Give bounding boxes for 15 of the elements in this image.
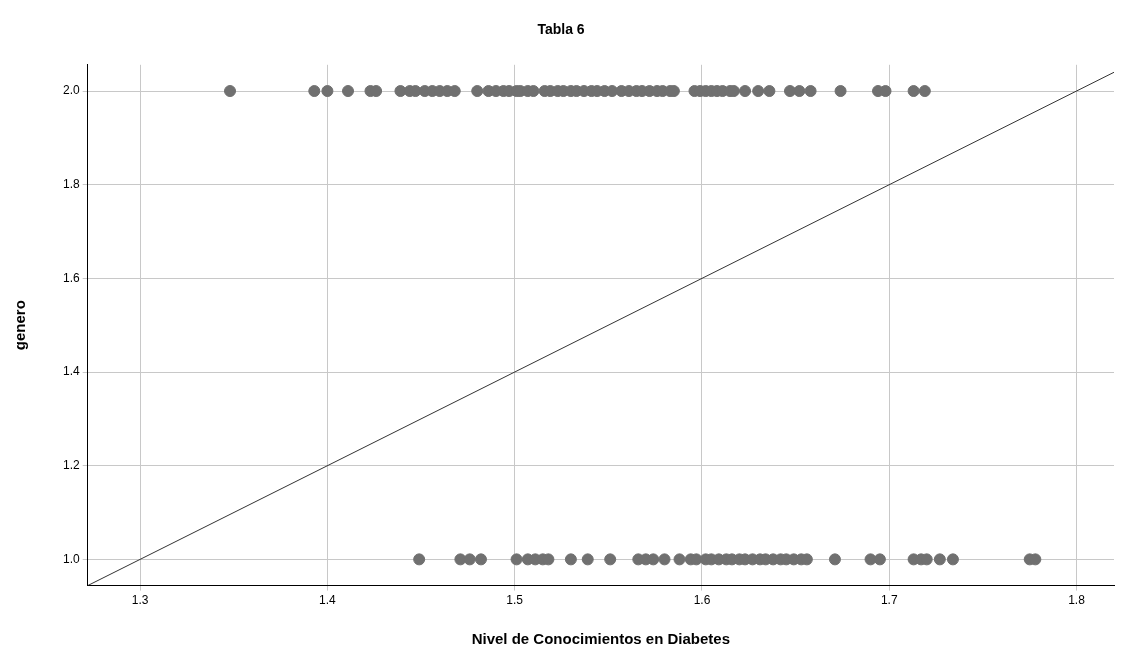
- x-tick-label: 1.4: [319, 593, 337, 608]
- y-axis-title: genero: [11, 300, 29, 351]
- x-tick-label: 1.7: [880, 593, 898, 608]
- x-tick-label: 1.8: [1068, 593, 1086, 608]
- y-tick-label: 1.8: [62, 177, 80, 192]
- y-tick-label: 1.4: [62, 364, 80, 379]
- x-tick-label: 1.3: [131, 593, 149, 608]
- x-tick-label: 1.5: [506, 593, 524, 608]
- y-tick-label: 1.0: [62, 551, 80, 566]
- chart-title: Tabla 6: [537, 21, 585, 38]
- y-tick-label: 2.0: [62, 83, 80, 98]
- y-tick-label: 1.2: [62, 458, 80, 473]
- y-tick-label: 1.6: [62, 270, 80, 285]
- x-axis-title: Nivel de Conocimientos en Diabetes: [471, 630, 731, 648]
- x-tick-label: 1.6: [693, 593, 711, 608]
